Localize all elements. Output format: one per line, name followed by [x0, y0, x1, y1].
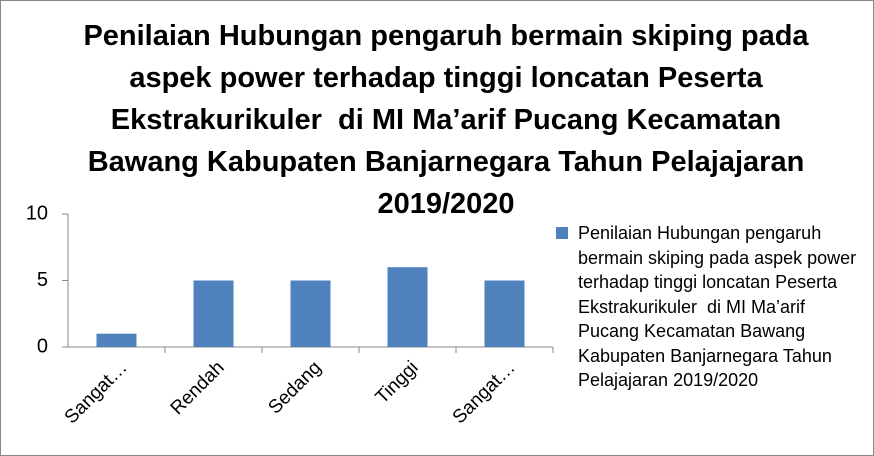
bar [290, 280, 331, 347]
bar [96, 333, 137, 347]
x-tick-label: Sangat… [449, 357, 520, 428]
bar [193, 280, 234, 347]
y-tick-label: 5 [37, 269, 48, 291]
x-tick-label: Sedang [264, 357, 325, 418]
y-tick-label: 0 [37, 335, 48, 357]
x-tick-label: Tinggi [372, 357, 423, 408]
bar [484, 280, 525, 347]
legend-label: Penilaian Hubungan pengaruh bermain skip… [578, 223, 862, 390]
legend-key [556, 227, 568, 239]
x-tick-label: Sangat… [61, 357, 132, 428]
x-tick-label: Rendah [167, 357, 229, 419]
chart-title: Penilaian Hubungan pengaruh bermain skip… [83, 20, 817, 220]
y-tick-label: 10 [26, 202, 48, 224]
bar [387, 267, 428, 347]
